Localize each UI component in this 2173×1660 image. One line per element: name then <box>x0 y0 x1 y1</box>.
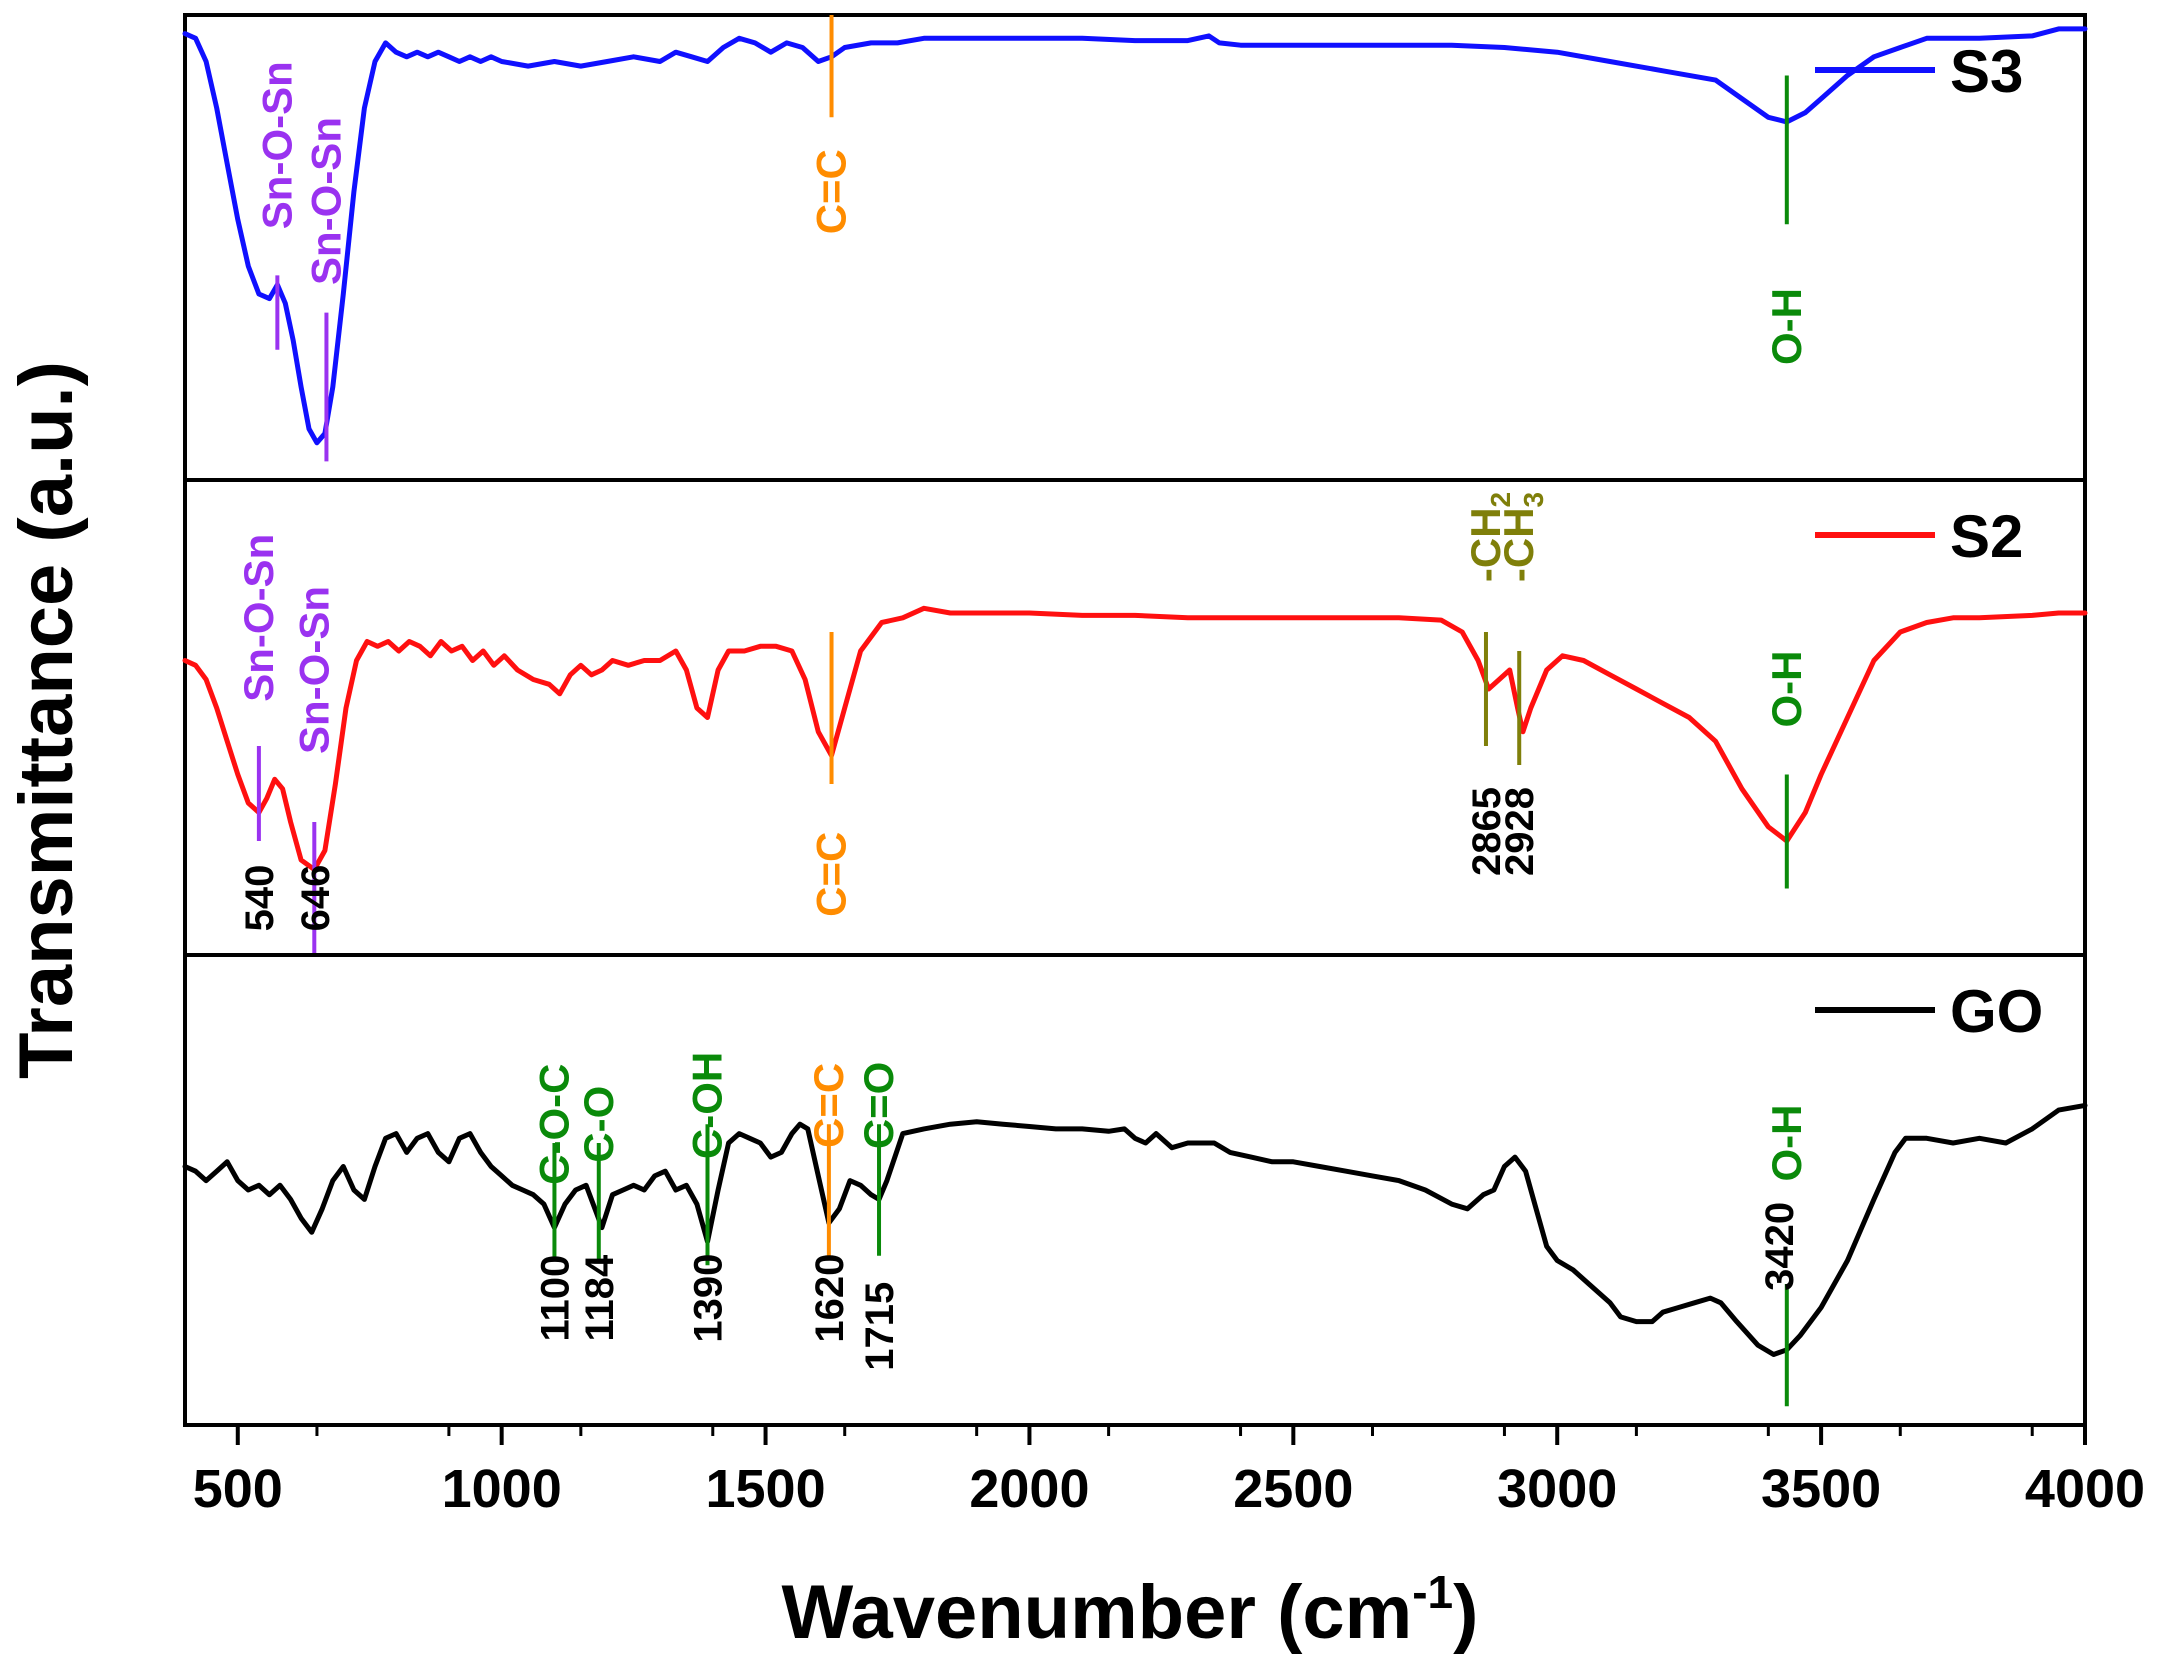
peak-label: O-H <box>1763 651 1810 728</box>
peak-label-text: C=C <box>805 1063 852 1148</box>
peak-label-text: -CH <box>1462 507 1509 582</box>
x-tick-label: 1500 <box>705 1459 825 1519</box>
peak-label-text: O-H <box>1763 288 1810 365</box>
x-tick-label: 3000 <box>1497 1459 1617 1519</box>
peak-label-subscript: 2 <box>1485 492 1516 508</box>
peak-value-label: 1100 <box>533 1255 577 1342</box>
legend-label-s3: S3 <box>1950 38 2023 105</box>
x-tick-label: 2500 <box>1233 1459 1353 1519</box>
peak-label: -CH3 <box>1495 492 1549 582</box>
x-axis-label: Wavenumber (cm-1) <box>782 1566 1479 1655</box>
legend-label-s2: S2 <box>1950 503 2023 570</box>
peak-label-text: O-H <box>1763 1105 1810 1182</box>
panel-frame-go <box>183 953 2087 1427</box>
peak-label: -CH2 <box>1462 492 1516 582</box>
peak-value-label: 2928 <box>1498 787 1542 876</box>
spectrum-line-go <box>182 1102 2088 1357</box>
peak-label-text: C-OH <box>684 1052 731 1159</box>
peak-label: C=C <box>805 1063 852 1148</box>
peak-value-label: 1620 <box>808 1254 852 1343</box>
legend-label-go: GO <box>1950 978 2043 1045</box>
spectrum-line-s3 <box>182 26 2088 446</box>
peak-label: Sn-O-Sn <box>302 117 349 285</box>
peak-label-text: Sn-O-Sn <box>302 117 349 285</box>
peak-label-text: C-O <box>575 1086 622 1163</box>
peak-label: C-O-C <box>530 1064 577 1185</box>
peak-label: C=O <box>855 1062 902 1150</box>
peak-value-label: 1715 <box>858 1282 902 1371</box>
x-tick-label: 2000 <box>969 1459 1089 1519</box>
x-tick-label: 500 <box>193 1459 283 1519</box>
panel-go: GO C-O-CC-O C-OH C=C C=O O-H 1100 1184 1390 1620 1… <box>182 953 2088 1427</box>
peak-label-text: Sn-O-Sn <box>290 586 337 754</box>
peak-label: C=C <box>808 832 855 917</box>
peak-label-text: C=C <box>808 149 855 234</box>
peak-label-text: C=O <box>855 1062 902 1150</box>
peak-label: C-OH <box>684 1052 731 1159</box>
peak-label-text: C-O-C <box>530 1064 577 1185</box>
panel-frame-s3 <box>183 13 2087 482</box>
peak-label: Sn-O-Sn <box>235 534 282 702</box>
x-axis: 500 1000 1500 2000 2500 3000 3500 4000 <box>193 1425 2145 1519</box>
peak-value-label: 1390 <box>687 1254 731 1343</box>
x-tick-label: 1000 <box>442 1459 562 1519</box>
peak-label-subscript: 3 <box>1518 492 1549 508</box>
peak-value-label: 3420 <box>1758 1202 1802 1291</box>
peak-label-text: -CH <box>1495 507 1542 582</box>
x-tick-label: 3500 <box>1761 1459 1881 1519</box>
panel-s3: S3 Sn-O-Sn Sn-O-Sn C=C O-H <box>182 13 2088 482</box>
peak-label: Sn-O-Sn <box>290 586 337 754</box>
peak-value-label: 2865 <box>1465 787 1509 876</box>
peak-label-text: Sn-O-Sn <box>235 534 282 702</box>
peak-label: Sn-O-Sn <box>253 61 300 229</box>
peak-label-text: Sn-O-Sn <box>253 61 300 229</box>
peak-value-label: 1184 <box>578 1254 622 1342</box>
peak-value-label: 540 <box>238 865 282 932</box>
peak-label: C=C <box>808 149 855 234</box>
peak-label: O-H <box>1763 1105 1810 1182</box>
peak-label: C-O <box>575 1086 622 1163</box>
peak-label-text: O-H <box>1763 651 1810 728</box>
y-axis-label: Transmittance (a.u.) <box>4 361 89 1079</box>
peak-label: O-H <box>1763 288 1810 365</box>
x-tick-label: 4000 <box>2025 1459 2145 1519</box>
spectrum-line-s2 <box>182 605 2088 872</box>
peak-value-label: 646 <box>294 865 338 932</box>
peak-label-text: C=C <box>808 832 855 917</box>
